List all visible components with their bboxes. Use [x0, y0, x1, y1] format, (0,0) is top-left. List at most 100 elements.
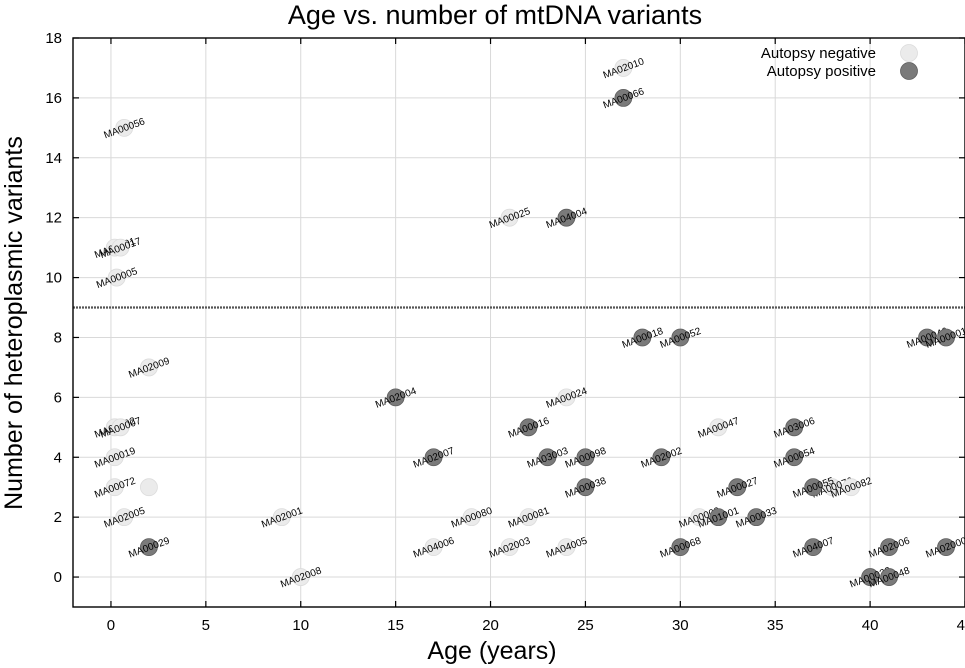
data-point: MA00019: [93, 446, 137, 471]
data-point: MA02007: [412, 446, 456, 471]
legend-item: Autopsy positive: [767, 62, 918, 80]
point-marker: [652, 448, 671, 467]
data-point: MA02008: [279, 565, 323, 590]
data-point: MA03003: [526, 446, 570, 471]
point-marker: [111, 418, 130, 437]
data-point: MA00038: [564, 476, 608, 501]
point-marker: [115, 118, 134, 137]
data-point: MA02002: [640, 446, 684, 471]
point-marker: [576, 448, 595, 467]
point-marker: [105, 478, 124, 497]
data-point: MA00025: [488, 206, 532, 231]
legend-marker: [900, 44, 918, 62]
point-marker: [272, 508, 291, 527]
point-marker: [111, 238, 130, 257]
point-marker: [785, 418, 804, 437]
data-point: MA00016: [507, 416, 551, 441]
x-axis-label: Age (years): [427, 637, 556, 665]
data-point: MA00047: [697, 416, 741, 441]
data-point: MA00029: [127, 535, 171, 560]
data-point: MA00072: [93, 476, 137, 501]
data-point: MA00056: [103, 116, 147, 141]
data-point: MA00005: [95, 266, 139, 291]
point-marker: [709, 508, 728, 527]
point-marker: [709, 418, 728, 437]
data-point: MA00018: [621, 326, 665, 351]
point-marker: [519, 508, 538, 527]
data-point: MA02000: [924, 535, 965, 560]
point-marker: [576, 478, 595, 497]
point-marker: [804, 478, 823, 497]
point-marker: [500, 538, 519, 557]
point-marker: [823, 478, 842, 497]
x-tick-label: 35: [767, 617, 784, 634]
data-point: MA00033: [735, 505, 779, 530]
point-marker: [140, 358, 158, 377]
point-marker: [115, 508, 134, 527]
data-point: MA04006: [412, 535, 456, 560]
axis-ticks: 0 5 10 15 20 25 30 35 40 45 0 2 4 6 8 10 12 14 16 18: [45, 30, 965, 634]
y-tick-label: 6: [54, 389, 62, 406]
y-tick-label: 16: [45, 90, 62, 107]
data-point: [140, 478, 158, 497]
x-tick-label: 5: [202, 617, 210, 634]
y-tick-label: 4: [54, 449, 62, 466]
data-point: MA04007: [792, 535, 836, 560]
point-marker: [424, 448, 443, 467]
point-marker: [804, 538, 823, 557]
y-tick-label: 0: [54, 569, 62, 586]
grid-lines: [73, 37, 965, 607]
data-point: MA00017: [99, 236, 143, 261]
y-tick-label: 12: [45, 210, 62, 227]
chart-title: Age vs. number of mtDNA variants: [288, 0, 702, 30]
point-marker: [519, 418, 538, 437]
y-tick-label: 2: [54, 509, 62, 526]
y-tick-label: 18: [45, 30, 62, 47]
point-marker: [728, 478, 747, 497]
data-point: MA02006: [867, 535, 911, 560]
x-tick-label: 10: [292, 617, 309, 634]
legend-item: Autopsy negative: [761, 44, 918, 62]
data-point: MA00027: [716, 476, 760, 501]
x-tick-label: 45: [957, 617, 965, 634]
data-point: MA00098: [564, 446, 608, 471]
point-marker: [937, 538, 955, 557]
point-marker: [557, 538, 576, 557]
point-marker: [140, 538, 158, 557]
data-point: MA00007: [99, 416, 143, 441]
point-marker: [937, 328, 955, 347]
point-marker: [918, 328, 936, 347]
point-marker: [633, 328, 652, 347]
point-marker: [785, 448, 804, 467]
point-marker: [671, 538, 690, 557]
legend-label: Autopsy positive: [767, 63, 876, 80]
x-tick-label: 15: [387, 617, 404, 634]
x-tick-label: 40: [862, 617, 879, 634]
y-tick-label: 10: [45, 270, 62, 287]
point-marker: [424, 538, 443, 557]
point-marker: [690, 508, 709, 527]
data-point: MA00024: [545, 386, 589, 411]
data-point: MA00054: [773, 446, 817, 471]
data-point: MA00080: [450, 505, 494, 530]
data-point: MA02001: [260, 505, 304, 530]
point-marker: [386, 388, 405, 407]
point-marker: [671, 328, 690, 347]
point-marker: [105, 448, 124, 467]
data-point: MA03006: [773, 416, 817, 441]
x-tick-label: 0: [107, 617, 115, 634]
point-marker: [462, 508, 481, 527]
data-point: MA02004: [374, 386, 418, 411]
x-tick-label: 25: [577, 617, 594, 634]
y-tick-label: 8: [54, 329, 62, 346]
data-point: MA00066: [602, 86, 646, 111]
legend-label: Autopsy negative: [761, 45, 876, 62]
point-marker: [140, 478, 158, 497]
data-point: MA02003: [488, 535, 532, 560]
y-tick-label: 14: [45, 150, 62, 167]
point-marker: [291, 568, 310, 586]
point-marker: [614, 88, 633, 107]
plot-frame: [72, 37, 965, 608]
